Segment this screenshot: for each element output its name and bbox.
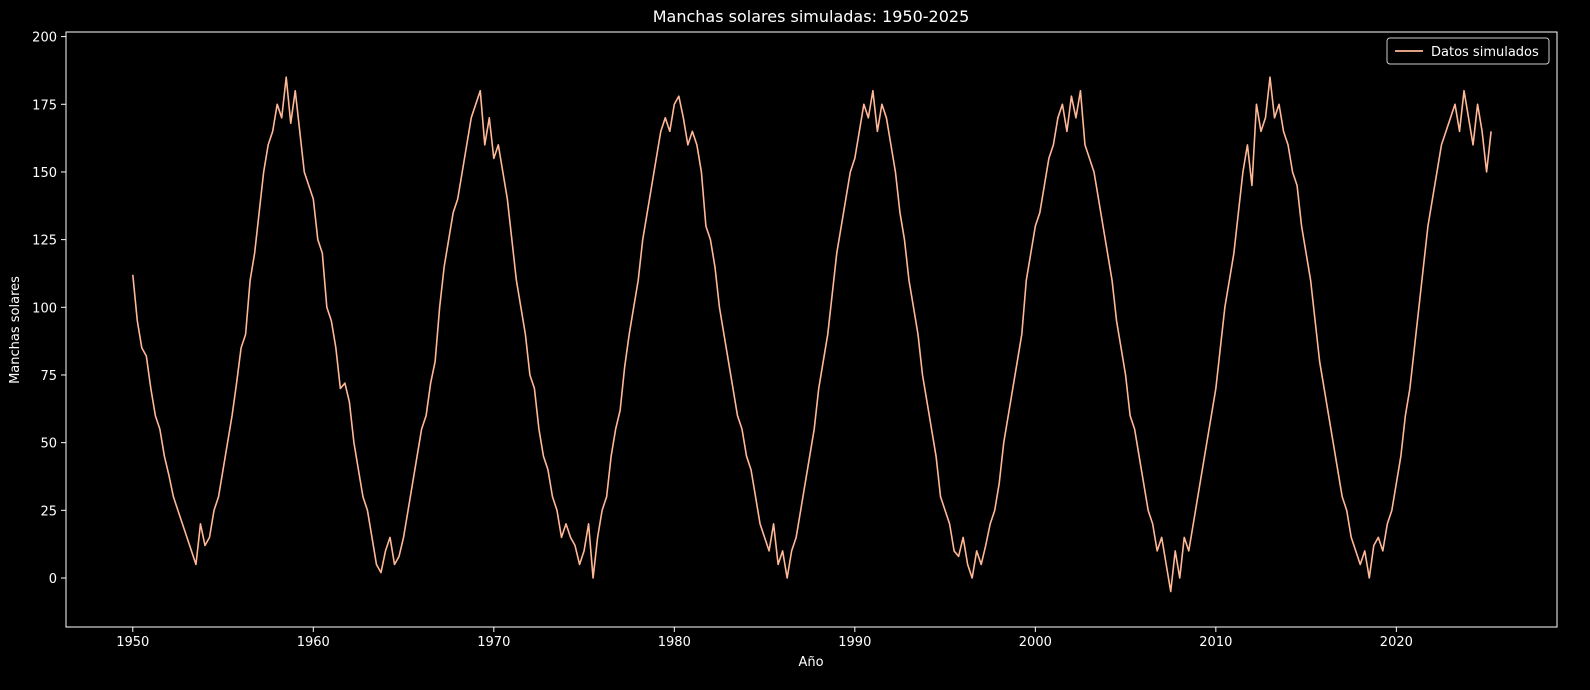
x-tick-label: 1950: [116, 635, 149, 650]
legend: Datos simulados: [1386, 37, 1550, 65]
x-tick-label: 1980: [658, 635, 691, 650]
legend-box: [1386, 37, 1550, 65]
y-tick-label: 125: [32, 234, 57, 249]
legend-label: Datos simulados: [1431, 45, 1539, 60]
data-line: [131, 76, 1492, 593]
x-tick-label: 1960: [297, 635, 330, 650]
y-axis-label: Manchas solares: [8, 276, 23, 384]
chart-title: Manchas solares simuladas: 1950-2025: [653, 7, 970, 26]
x-tick-label: 1970: [477, 635, 510, 650]
x-tick-label: 2000: [1019, 635, 1052, 650]
y-tick-label: 75: [40, 369, 57, 384]
y-tick-label: 175: [32, 98, 57, 113]
x-tick-label: 1990: [838, 635, 871, 650]
x-tick-label: 2020: [1380, 635, 1413, 650]
x-tick-label: 2010: [1199, 635, 1232, 650]
plot-frame: [65, 31, 1558, 628]
y-tick-label: 150: [32, 166, 57, 181]
y-tick-label: 200: [32, 31, 57, 46]
x-axis-label: Año: [798, 655, 823, 670]
y-tick-label: 50: [40, 437, 57, 452]
y-tick-label: 0: [49, 572, 57, 587]
y-tick-label: 100: [32, 301, 57, 316]
y-tick-label: 25: [40, 504, 57, 519]
